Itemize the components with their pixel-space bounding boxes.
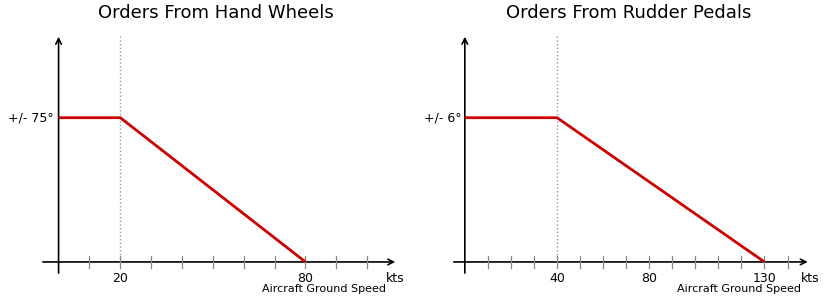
Text: kts: kts (801, 272, 820, 286)
Text: 130: 130 (752, 272, 776, 286)
Text: Aircraft Ground Speed: Aircraft Ground Speed (677, 284, 801, 294)
Text: +/- 6°: +/- 6° (424, 111, 462, 124)
Text: 20: 20 (112, 272, 128, 286)
Text: +/- 75°: +/- 75° (8, 111, 54, 124)
Text: kts: kts (386, 272, 405, 286)
Text: 80: 80 (641, 272, 657, 286)
Text: 40: 40 (549, 272, 565, 286)
Text: 80: 80 (297, 272, 314, 286)
Text: Aircraft Ground Speed: Aircraft Ground Speed (262, 284, 386, 294)
Title: Orders From Hand Wheels: Orders From Hand Wheels (98, 4, 334, 22)
Title: Orders From Rudder Pedals: Orders From Rudder Pedals (506, 4, 751, 22)
